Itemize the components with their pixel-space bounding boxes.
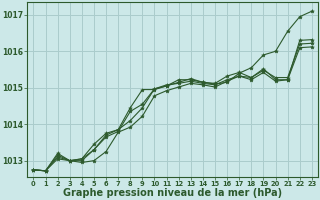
X-axis label: Graphe pression niveau de la mer (hPa): Graphe pression niveau de la mer (hPa) xyxy=(63,188,282,198)
